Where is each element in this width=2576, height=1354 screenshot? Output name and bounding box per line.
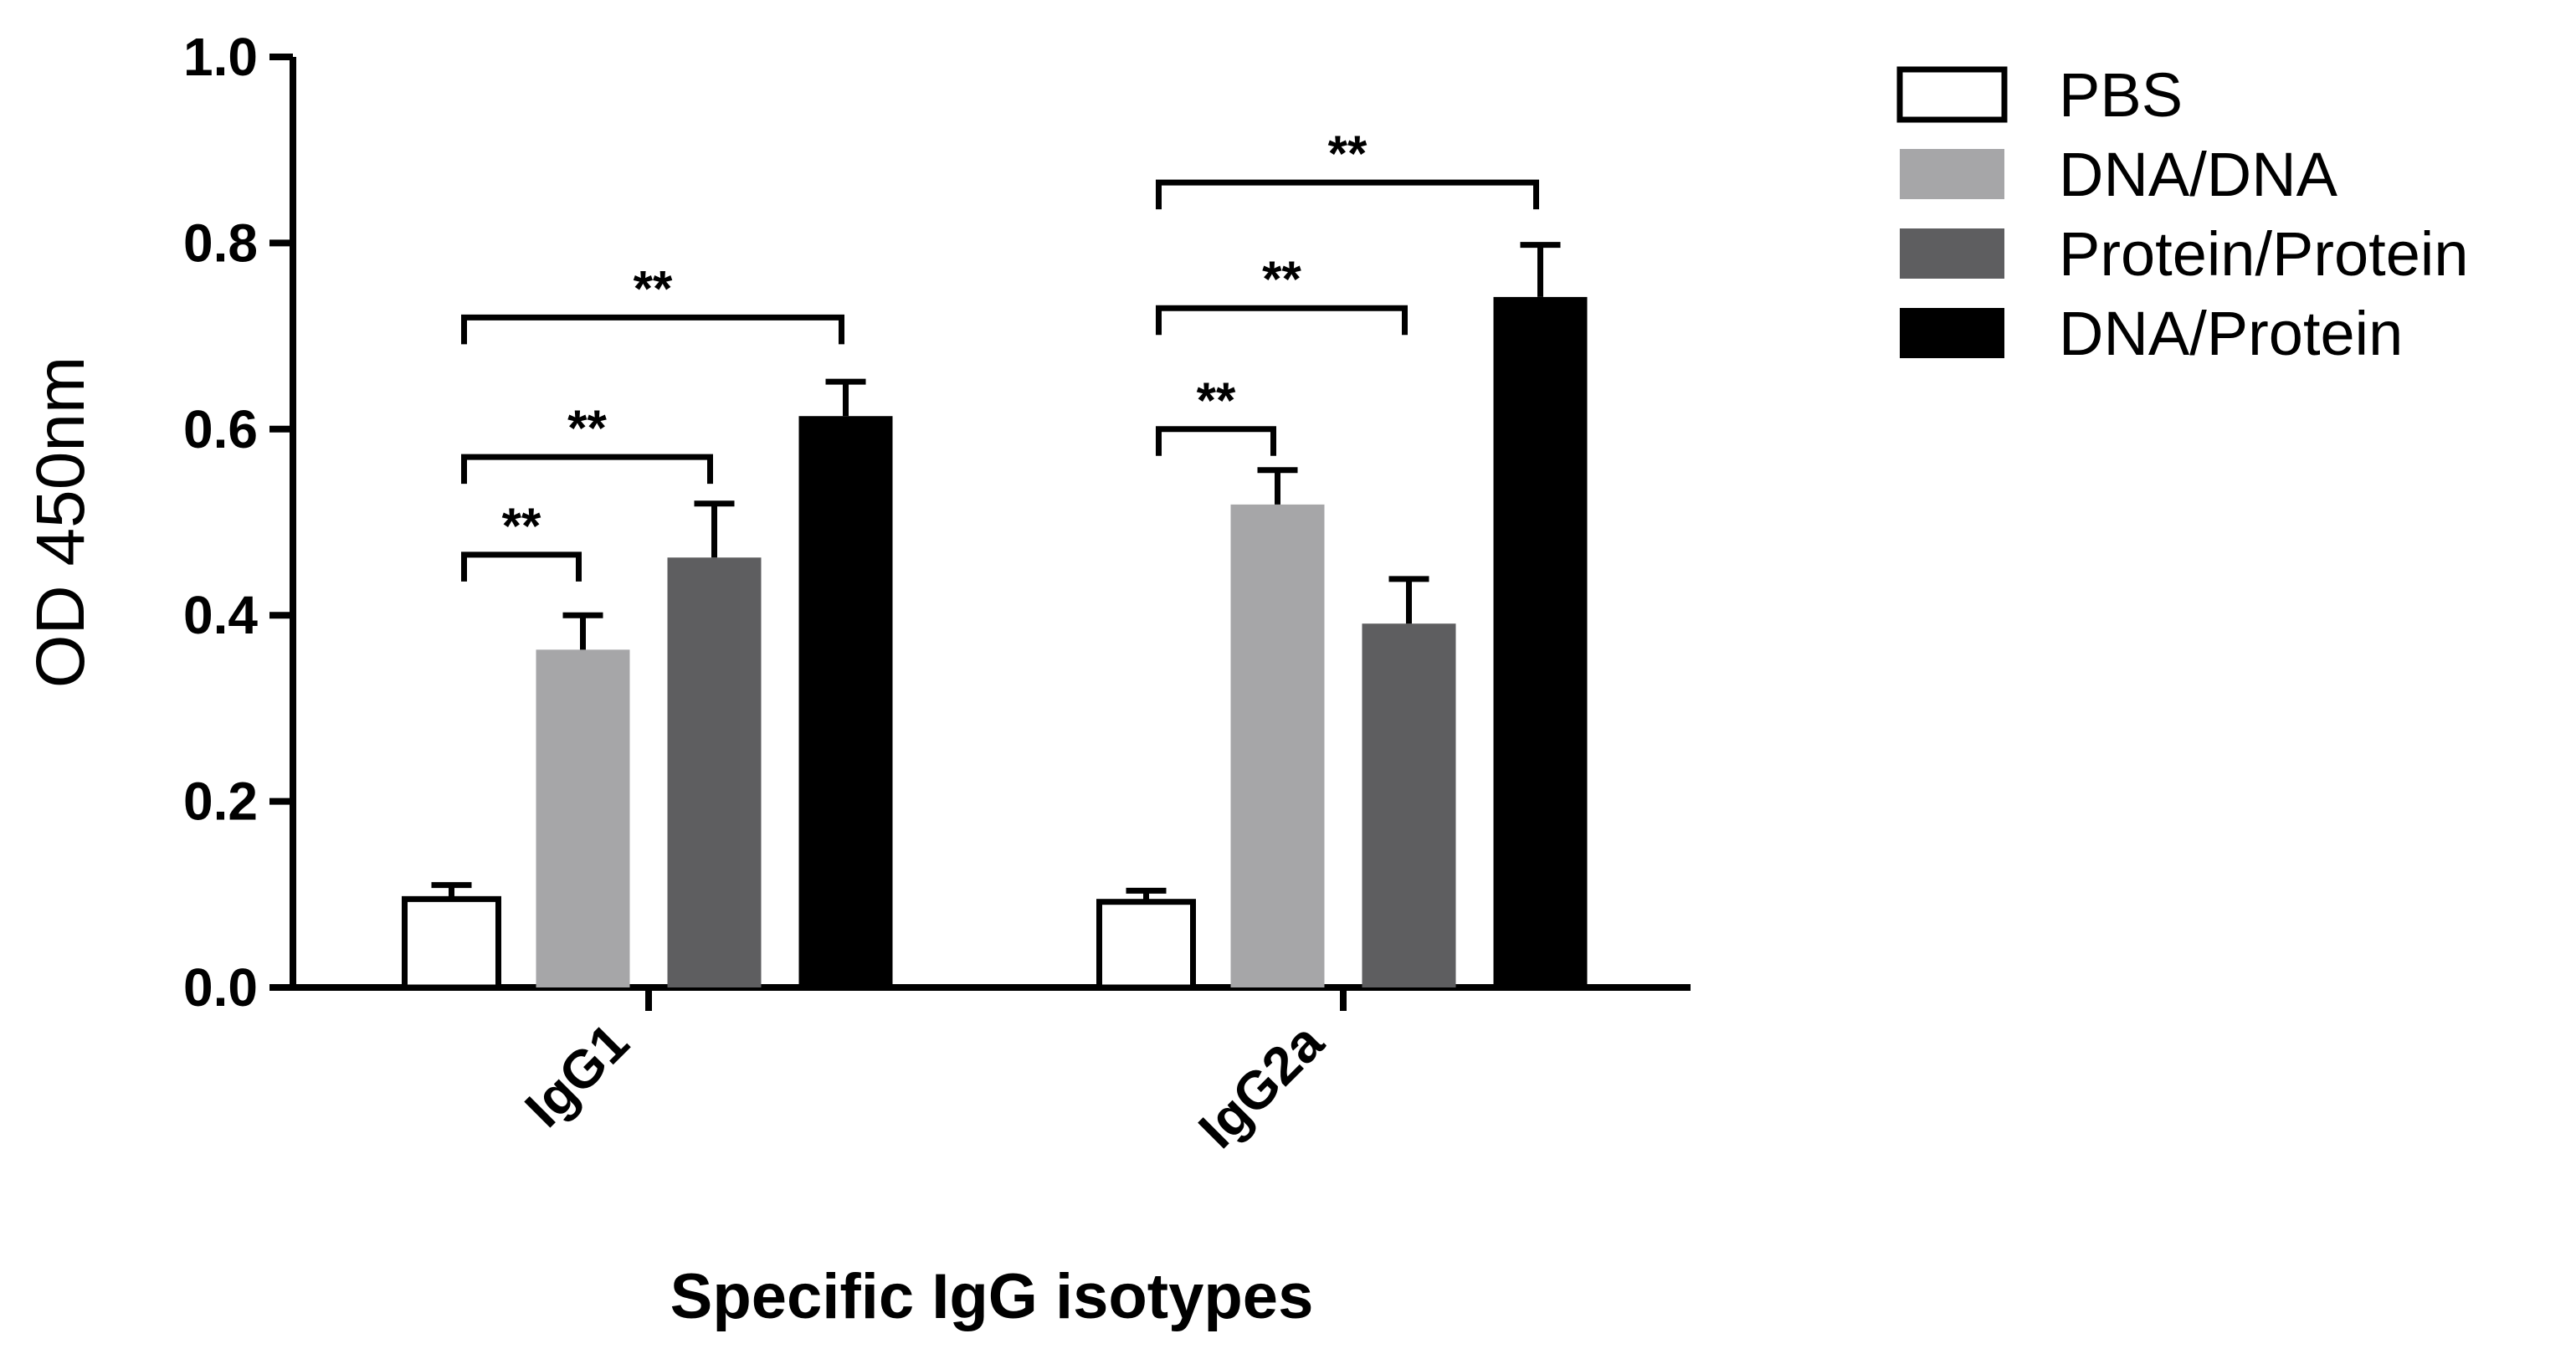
bar-igg1-dna-protein	[798, 416, 893, 987]
significance-bracket	[1156, 426, 1276, 456]
legend-label-dna-dna: DNA/DNA	[2059, 140, 2338, 209]
x-axis-title: Specific IgG isotypes	[670, 1261, 1314, 1332]
legend-swatch-pbs	[1896, 66, 2008, 123]
significance-label: **	[1328, 126, 1368, 182]
bar-igg2a-protein-protein	[1362, 623, 1456, 987]
y-tick-label: 0.8	[183, 213, 258, 273]
significance-label: **	[634, 260, 673, 316]
x-tick-label-igg2a: IgG2a	[1187, 1012, 1335, 1160]
legend: PBS DNA/DNA Protein/Protein DNA/Protein	[1896, 60, 2469, 368]
bar-igg1-pbs	[402, 895, 501, 991]
significance-bracket	[1156, 179, 1539, 210]
bar-igg1-dna-dna	[536, 649, 630, 987]
legend-label-pbs: PBS	[2059, 60, 2183, 130]
bar-igg2a-dna-dna	[1230, 504, 1325, 987]
x-tick-label-igg1: IgG1	[513, 1012, 639, 1138]
significance-label: **	[567, 400, 607, 456]
significance-bracket	[1156, 305, 1408, 336]
y-tick-label: 0.4	[183, 585, 258, 645]
y-tick-label: 1.0	[183, 27, 258, 87]
bar-igg2a-dna-protein	[1493, 296, 1588, 987]
significance-label: **	[502, 498, 541, 554]
significance-bracket	[461, 314, 844, 345]
legend-swatch-dna-dna	[1900, 149, 2004, 199]
y-tick-label: 0.6	[183, 399, 258, 459]
bar-igg2a-pbs	[1096, 899, 1196, 991]
y-axis-title: OD 450nm	[23, 356, 99, 689]
legend-swatch-protein-protein	[1900, 228, 2004, 279]
y-tick-label: 0.0	[183, 957, 258, 1018]
legend-swatch-dna-protein	[1900, 308, 2004, 358]
significance-label: **	[1262, 251, 1301, 307]
legend-label-protein-protein: Protein/Protein	[2059, 219, 2469, 289]
plot-area: 0.0 0.2 0.4 0.6 0.8 1.0 IgG1 ** ** ** IgG2a ** ** ** O…	[23, 27, 1691, 1332]
y-tick-label: 0.2	[183, 772, 258, 832]
significance-bracket	[461, 551, 582, 582]
legend-label-dna-protein: DNA/Protein	[2059, 299, 2403, 368]
significance-label: **	[1197, 372, 1236, 428]
significance-bracket	[461, 454, 713, 485]
bar-igg1-protein-protein	[667, 557, 762, 987]
